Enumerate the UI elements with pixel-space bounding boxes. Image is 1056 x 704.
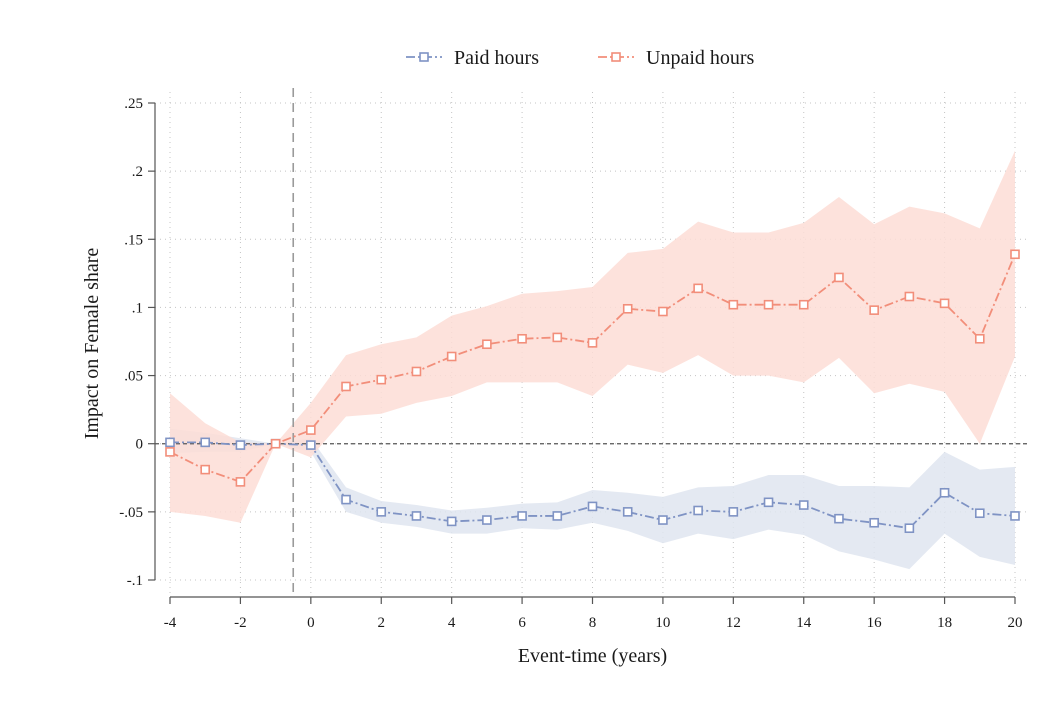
axes: -.1 -.05 0 .05 .1 .15 .2 .25 -4 -2 0 2 4 6 8 10 12 14 16 18…: [119, 96, 1022, 631]
data-point-unpaid-hours: [728, 299, 739, 310]
data-point-unpaid-hours: [904, 291, 915, 302]
data-point-unpaid-hours: [270, 438, 281, 449]
data-point-unpaid-hours: [587, 338, 598, 348]
data-point-unpaid-hours: [693, 283, 703, 294]
data-point-paid-hours: [974, 508, 985, 519]
data-point-paid-hours: [834, 513, 844, 524]
confidence-band-paid-hours: [170, 428, 1015, 570]
data-point-paid-hours: [869, 517, 879, 528]
data-point-unpaid-hours: [552, 332, 563, 343]
data-point-unpaid-hours: [446, 351, 457, 362]
data-point-paid-hours: [904, 523, 915, 534]
data-point-paid-hours: [341, 494, 351, 505]
y-tick-label: -.05: [119, 505, 143, 521]
y-tick-label: -.1: [127, 573, 143, 589]
data-point-paid-hours: [1010, 511, 1020, 521]
series-markers: [165, 249, 1020, 534]
x-tick-label: 10: [655, 615, 670, 631]
data-point-unpaid-hours: [165, 447, 175, 457]
data-point-paid-hours: [446, 516, 457, 527]
data-point-paid-hours: [517, 511, 527, 521]
data-point-unpaid-hours: [622, 303, 633, 314]
data-point-paid-hours: [376, 507, 387, 517]
data-point-paid-hours: [235, 440, 246, 450]
x-tick-label: 14: [796, 615, 812, 631]
legend-marker-unpaid-hours: [611, 52, 621, 62]
data-point-paid-hours: [200, 437, 211, 448]
data-point-unpaid-hours: [517, 333, 527, 344]
y-tick-label: .25: [124, 96, 143, 112]
data-point-paid-hours: [165, 437, 175, 448]
data-point-unpaid-hours: [798, 299, 809, 310]
confidence-band-unpaid-hours: [170, 150, 1015, 523]
data-point-unpaid-hours: [974, 333, 985, 344]
x-tick-label: 0: [307, 615, 315, 631]
legend-label-paid-hours: Paid hours: [454, 47, 539, 69]
legend-label-unpaid-hours: Unpaid hours: [646, 47, 755, 69]
x-tick-label: 12: [726, 615, 741, 631]
data-point-unpaid-hours: [482, 339, 492, 350]
data-point-paid-hours: [482, 515, 492, 525]
data-point-paid-hours: [693, 505, 703, 516]
x-tick-label: 2: [378, 615, 386, 631]
data-point-paid-hours: [552, 511, 563, 521]
data-point-paid-hours: [763, 497, 774, 508]
data-point-unpaid-hours: [200, 464, 211, 475]
reference-lines: [155, 88, 1028, 597]
x-tick-label: -2: [234, 615, 247, 631]
legend-item-unpaid-hours: Unpaid hours: [598, 47, 755, 69]
data-point-paid-hours: [939, 487, 950, 498]
data-point-paid-hours: [798, 500, 809, 510]
legend: Paid hours Unpaid hours: [406, 47, 755, 69]
data-point-paid-hours: [622, 507, 633, 517]
x-tick-label: 18: [937, 615, 952, 631]
x-tick-label: 16: [867, 615, 883, 631]
data-point-paid-hours: [411, 511, 422, 521]
data-point-unpaid-hours: [1010, 249, 1020, 260]
x-tick-label: 20: [1008, 615, 1023, 631]
y-tick-label: .1: [132, 300, 143, 316]
data-point-unpaid-hours: [341, 381, 351, 392]
data-point-unpaid-hours: [658, 306, 668, 317]
y-tick-label: .2: [132, 164, 143, 180]
y-tick-label: .05: [124, 369, 143, 385]
y-axis-title: Impact on Female share: [81, 248, 103, 440]
data-point-unpaid-hours: [235, 477, 246, 487]
data-point-unpaid-hours: [411, 366, 422, 377]
y-tick-label: .15: [124, 232, 143, 248]
legend-marker-paid-hours: [419, 52, 429, 62]
data-point-paid-hours: [587, 501, 598, 512]
data-point-paid-hours: [728, 507, 739, 517]
x-tick-label: 6: [518, 615, 526, 631]
data-point-paid-hours: [658, 515, 668, 525]
confidence-bands: [170, 150, 1015, 570]
x-axis-title: Event-time (years): [518, 645, 667, 667]
data-point-unpaid-hours: [376, 374, 387, 385]
data-point-unpaid-hours: [763, 299, 774, 310]
x-tick-label: 8: [589, 615, 597, 631]
data-point-unpaid-hours: [834, 272, 844, 283]
y-tick-label: 0: [136, 437, 144, 453]
x-tick-label: 4: [448, 615, 456, 631]
data-point-unpaid-hours: [939, 298, 950, 309]
x-tick-label: -4: [164, 615, 177, 631]
data-point-unpaid-hours: [306, 425, 316, 435]
data-point-unpaid-hours: [869, 305, 879, 315]
legend-item-paid-hours: Paid hours: [406, 47, 539, 69]
data-point-paid-hours: [306, 440, 316, 450]
